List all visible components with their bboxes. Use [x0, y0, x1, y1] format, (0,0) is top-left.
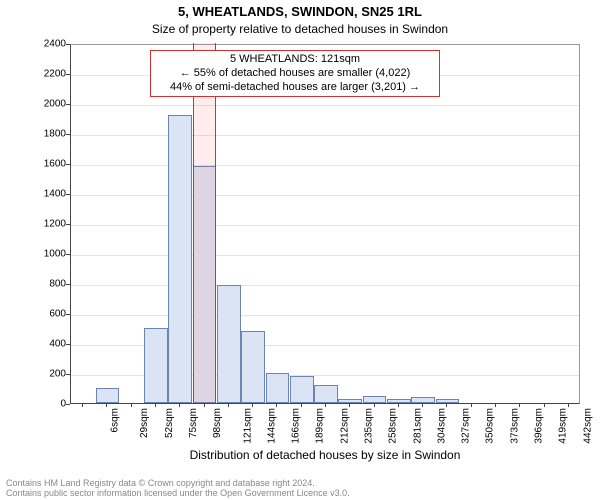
x-tick-mark [155, 403, 156, 407]
y-tick-label: 2200 [16, 69, 66, 80]
x-tick-mark [276, 403, 277, 407]
histogram-bar [363, 396, 387, 404]
y-tick-mark [66, 404, 70, 405]
x-axis-label: Distribution of detached houses by size … [70, 448, 580, 462]
x-tick-mark [398, 403, 399, 407]
gridline [71, 225, 579, 226]
x-tick-label: 350sqm [485, 408, 496, 444]
x-tick-label: 212sqm [339, 408, 350, 444]
x-tick-mark [252, 403, 253, 407]
y-tick-label: 2000 [16, 99, 66, 110]
y-tick-mark [66, 284, 70, 285]
x-tick-label: 281sqm [412, 408, 423, 444]
y-tick-label: 800 [16, 279, 66, 290]
x-tick-mark [131, 403, 132, 407]
x-tick-label: 121sqm [242, 408, 253, 444]
y-tick-label: 1600 [16, 159, 66, 170]
gridline [71, 105, 579, 106]
x-tick-mark [349, 403, 350, 407]
x-tick-label: 75sqm [188, 408, 199, 438]
y-tick-mark [66, 44, 70, 45]
x-tick-mark [106, 403, 107, 407]
x-tick-label: 396sqm [534, 408, 545, 444]
x-tick-mark [301, 403, 302, 407]
y-tick-mark [66, 344, 70, 345]
x-tick-mark [446, 403, 447, 407]
x-tick-mark [228, 403, 229, 407]
x-tick-label: 52sqm [164, 408, 175, 438]
gridline [71, 315, 579, 316]
histogram-bar [387, 399, 411, 404]
x-tick-label: 373sqm [509, 408, 520, 444]
y-tick-mark [66, 164, 70, 165]
x-tick-mark [568, 403, 569, 407]
y-tick-mark [66, 194, 70, 195]
y-tick-label: 1400 [16, 189, 66, 200]
gridline [71, 165, 579, 166]
y-tick-mark [66, 224, 70, 225]
chart-subtitle: Size of property relative to detached ho… [0, 22, 600, 36]
x-tick-label: 98sqm [212, 408, 223, 438]
histogram-bar [290, 376, 314, 403]
x-tick-label: 189sqm [315, 408, 326, 444]
gridline [71, 135, 579, 136]
y-tick-mark [66, 134, 70, 135]
histogram-bar [144, 328, 168, 403]
footer-line1: Contains HM Land Registry data © Crown c… [6, 478, 350, 488]
gridline [71, 195, 579, 196]
y-tick-mark [66, 74, 70, 75]
x-tick-mark [495, 403, 496, 407]
x-tick-label: 304sqm [436, 408, 447, 444]
histogram-bar [241, 331, 265, 403]
y-tick-mark [66, 254, 70, 255]
histogram-bar [217, 285, 241, 404]
x-tick-label: 327sqm [461, 408, 472, 444]
y-tick-label: 600 [16, 309, 66, 320]
x-tick-label: 166sqm [291, 408, 302, 444]
y-tick-label: 0 [16, 399, 66, 410]
y-tick-label: 1000 [16, 249, 66, 260]
footer-line2: Contains public sector information licen… [6, 488, 350, 498]
annotation-line3: 44% of semi-detached houses are larger (… [155, 81, 435, 95]
annotation-box: 5 WHEATLANDS: 121sqm ← 55% of detached h… [150, 50, 440, 97]
y-tick-label: 200 [16, 369, 66, 380]
histogram-bar [96, 388, 120, 403]
x-tick-mark [519, 403, 520, 407]
x-tick-label: 144sqm [266, 408, 277, 444]
y-tick-label: 1200 [16, 219, 66, 230]
histogram-bar [314, 385, 338, 403]
histogram-bar [266, 373, 290, 403]
x-tick-mark [325, 403, 326, 407]
x-tick-label: 419sqm [558, 408, 569, 444]
x-tick-label: 442sqm [582, 408, 593, 444]
x-tick-label: 6sqm [110, 408, 121, 432]
y-tick-mark [66, 374, 70, 375]
histogram-bar [168, 115, 192, 403]
x-tick-mark [544, 403, 545, 407]
chart-container: { "title_line1": "5, WHEATLANDS, SWINDON… [0, 0, 600, 500]
y-tick-label: 1800 [16, 129, 66, 140]
x-tick-mark [374, 403, 375, 407]
x-tick-label: 258sqm [388, 408, 399, 444]
y-tick-mark [66, 314, 70, 315]
plot-area [70, 44, 580, 404]
gridline [71, 255, 579, 256]
chart-title-address: 5, WHEATLANDS, SWINDON, SN25 1RL [0, 4, 600, 19]
annotation-line1: 5 WHEATLANDS: 121sqm [155, 53, 435, 67]
x-tick-mark [179, 403, 180, 407]
attribution-footer: Contains HM Land Registry data © Crown c… [6, 478, 350, 498]
x-tick-mark [422, 403, 423, 407]
x-tick-label: 235sqm [364, 408, 375, 444]
y-tick-mark [66, 104, 70, 105]
y-tick-label: 400 [16, 339, 66, 350]
x-tick-label: 29sqm [139, 408, 150, 438]
gridline [71, 285, 579, 286]
x-tick-mark [82, 403, 83, 407]
annotation-line2: ← 55% of detached houses are smaller (4,… [155, 67, 435, 81]
y-tick-label: 2400 [16, 39, 66, 50]
x-tick-mark [471, 403, 472, 407]
x-tick-mark [204, 403, 205, 407]
